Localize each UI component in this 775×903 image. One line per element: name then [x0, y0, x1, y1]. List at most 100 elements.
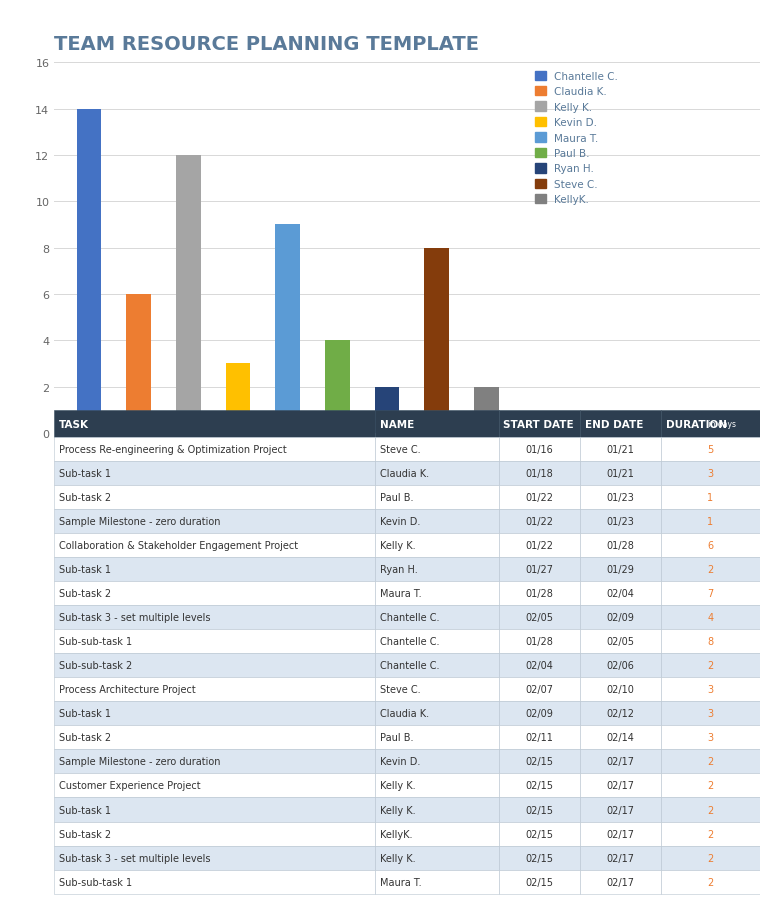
Text: in days: in days: [706, 420, 736, 429]
Text: Sub-task 1: Sub-task 1: [59, 469, 111, 479]
Text: 02/05: 02/05: [606, 637, 634, 647]
FancyBboxPatch shape: [661, 702, 759, 725]
Text: 01/21: 01/21: [606, 469, 634, 479]
FancyBboxPatch shape: [661, 582, 759, 605]
Text: 7: 7: [707, 589, 713, 599]
Text: Sub-task 2: Sub-task 2: [59, 829, 112, 839]
Text: 01/23: 01/23: [606, 517, 634, 526]
Text: Kelly K.: Kelly K.: [380, 540, 415, 550]
FancyBboxPatch shape: [375, 702, 498, 725]
FancyBboxPatch shape: [661, 654, 759, 677]
Text: 3: 3: [707, 709, 713, 719]
FancyBboxPatch shape: [54, 509, 375, 534]
FancyBboxPatch shape: [661, 774, 759, 797]
FancyBboxPatch shape: [580, 774, 661, 797]
Text: 02/17: 02/17: [606, 780, 634, 791]
FancyBboxPatch shape: [580, 411, 661, 437]
Text: 02/15: 02/15: [525, 780, 553, 791]
FancyBboxPatch shape: [498, 677, 580, 702]
Text: 8: 8: [707, 637, 713, 647]
Text: 02/09: 02/09: [606, 612, 634, 622]
FancyBboxPatch shape: [54, 411, 375, 437]
FancyBboxPatch shape: [375, 437, 498, 461]
FancyBboxPatch shape: [375, 870, 498, 894]
FancyBboxPatch shape: [498, 702, 580, 725]
FancyBboxPatch shape: [580, 654, 661, 677]
FancyBboxPatch shape: [54, 725, 375, 749]
FancyBboxPatch shape: [375, 557, 498, 582]
FancyBboxPatch shape: [498, 629, 580, 654]
FancyBboxPatch shape: [375, 582, 498, 605]
Text: 02/06: 02/06: [606, 660, 634, 671]
Text: 02/07: 02/07: [525, 684, 553, 694]
Text: Process Re-engineering & Optimization Project: Process Re-engineering & Optimization Pr…: [59, 444, 287, 454]
Text: 2: 2: [707, 829, 713, 839]
FancyBboxPatch shape: [661, 845, 759, 870]
FancyBboxPatch shape: [498, 534, 580, 557]
Text: Chantelle C.: Chantelle C.: [380, 612, 439, 622]
Text: Kelly K.: Kelly K.: [380, 852, 415, 862]
Text: 01/18: 01/18: [525, 469, 553, 479]
FancyBboxPatch shape: [375, 797, 498, 822]
Text: Maura T.: Maura T.: [380, 589, 422, 599]
FancyBboxPatch shape: [498, 845, 580, 870]
Text: 02/15: 02/15: [525, 757, 553, 767]
FancyBboxPatch shape: [54, 749, 375, 774]
FancyBboxPatch shape: [375, 774, 498, 797]
FancyBboxPatch shape: [498, 509, 580, 534]
Bar: [77, 109, 102, 433]
Text: 5: 5: [707, 444, 713, 454]
Text: Kelly K.: Kelly K.: [380, 805, 415, 815]
FancyBboxPatch shape: [54, 870, 375, 894]
Text: Kevin D.: Kevin D.: [380, 517, 421, 526]
FancyBboxPatch shape: [498, 774, 580, 797]
Text: Sample Milestone - zero duration: Sample Milestone - zero duration: [59, 517, 221, 526]
Text: Sub-sub-task 1: Sub-sub-task 1: [59, 637, 133, 647]
Text: TEAM RESOURCE PLANNING TEMPLATE: TEAM RESOURCE PLANNING TEMPLATE: [54, 35, 479, 54]
FancyBboxPatch shape: [54, 774, 375, 797]
Text: Chantelle C.: Chantelle C.: [380, 660, 439, 671]
FancyBboxPatch shape: [580, 485, 661, 509]
Text: 02/14: 02/14: [606, 732, 634, 742]
FancyBboxPatch shape: [375, 629, 498, 654]
FancyBboxPatch shape: [54, 822, 375, 845]
Text: 01/16: 01/16: [525, 444, 553, 454]
Text: Sub-task 2: Sub-task 2: [59, 589, 112, 599]
Text: NAME: NAME: [380, 419, 415, 429]
FancyBboxPatch shape: [54, 845, 375, 870]
Text: Claudia K.: Claudia K.: [380, 469, 429, 479]
FancyBboxPatch shape: [375, 509, 498, 534]
Text: Kelly K.: Kelly K.: [380, 780, 415, 791]
FancyBboxPatch shape: [580, 461, 661, 485]
Text: 01/23: 01/23: [606, 492, 634, 502]
FancyBboxPatch shape: [580, 677, 661, 702]
FancyBboxPatch shape: [54, 797, 375, 822]
FancyBboxPatch shape: [498, 797, 580, 822]
Text: Paul B.: Paul B.: [380, 492, 414, 502]
FancyBboxPatch shape: [375, 461, 498, 485]
Bar: [325, 341, 350, 433]
FancyBboxPatch shape: [498, 461, 580, 485]
Text: Ryan H.: Ryan H.: [380, 564, 418, 574]
Bar: [424, 248, 449, 433]
Text: 2: 2: [707, 780, 713, 791]
FancyBboxPatch shape: [498, 582, 580, 605]
FancyBboxPatch shape: [498, 870, 580, 894]
Text: 2: 2: [707, 564, 713, 574]
Text: Sub-task 2: Sub-task 2: [59, 492, 112, 502]
FancyBboxPatch shape: [375, 845, 498, 870]
Text: Steve C.: Steve C.: [380, 444, 421, 454]
Text: Chantelle C.: Chantelle C.: [380, 637, 439, 647]
Text: 02/17: 02/17: [606, 757, 634, 767]
Text: Process Architecture Project: Process Architecture Project: [59, 684, 196, 694]
FancyBboxPatch shape: [375, 677, 498, 702]
Text: 2: 2: [707, 757, 713, 767]
Text: 1: 1: [707, 517, 713, 526]
Text: 3: 3: [707, 684, 713, 694]
Text: 02/04: 02/04: [525, 660, 553, 671]
Text: 02/15: 02/15: [525, 877, 553, 887]
FancyBboxPatch shape: [580, 797, 661, 822]
Text: Sub-sub-task 2: Sub-sub-task 2: [59, 660, 133, 671]
FancyBboxPatch shape: [498, 557, 580, 582]
Text: Sample Milestone - zero duration: Sample Milestone - zero duration: [59, 757, 221, 767]
